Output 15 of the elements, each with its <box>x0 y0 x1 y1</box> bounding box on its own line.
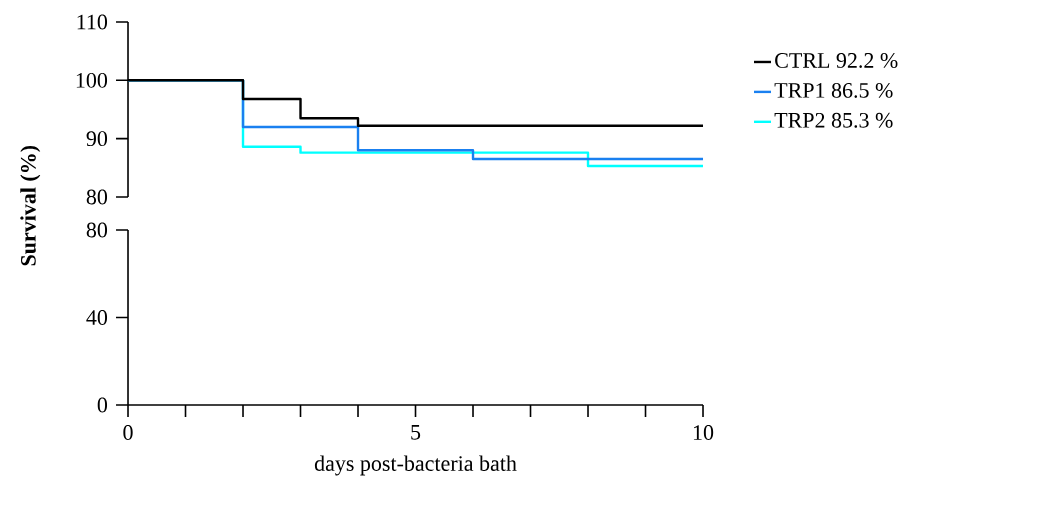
y-tick-label: 100 <box>76 72 108 88</box>
x-tick-label: 5 <box>411 425 421 440</box>
y-tick-label: 80 <box>86 189 108 205</box>
y-tick-label: 90 <box>86 131 108 147</box>
legend-label: TRP1 86.5 % <box>774 82 893 98</box>
y-tick-label: 110 <box>77 14 108 30</box>
x-tick-label: 10 <box>693 425 714 440</box>
x-tick-label: 0 <box>123 425 133 440</box>
legend-label: CTRL 92.2 % <box>775 53 898 68</box>
y-tick-label: 40 <box>86 310 108 325</box>
y-tick-label: 0 <box>97 397 108 413</box>
y-tick-label: 80 <box>86 222 108 238</box>
x-axis-title: days post-bacteria bath <box>314 455 517 476</box>
y-axis-title: Survival (%) <box>20 145 41 266</box>
legend-label: TRP2 85.3 % <box>774 112 893 128</box>
